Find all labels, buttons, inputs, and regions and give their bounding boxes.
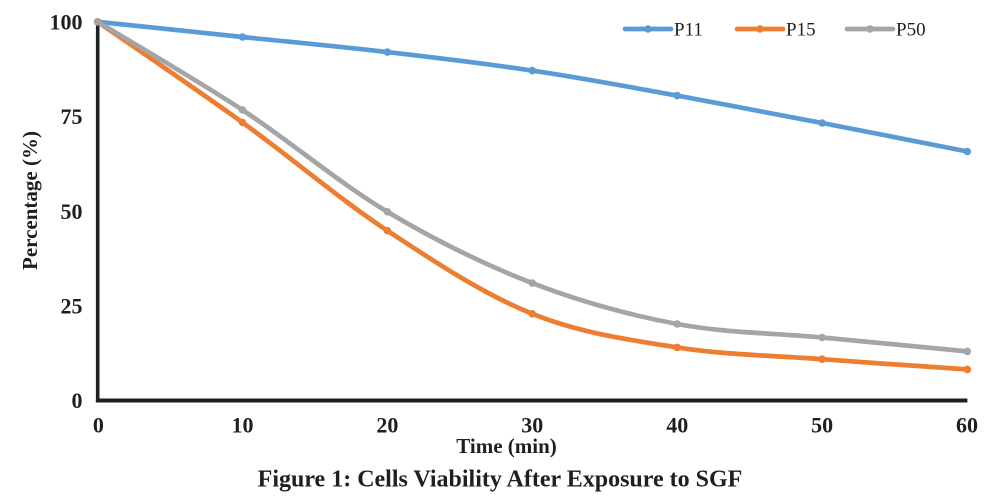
svg-text:P15: P15 — [786, 20, 816, 41]
svg-text:Percentage (%): Percentage (%) — [18, 131, 42, 270]
svg-text:0: 0 — [72, 388, 83, 413]
svg-text:60: 60 — [956, 413, 978, 438]
svg-text:P11: P11 — [674, 20, 703, 41]
svg-text:25: 25 — [61, 294, 83, 319]
svg-text:10: 10 — [232, 413, 254, 438]
svg-text:0: 0 — [93, 413, 104, 438]
svg-text:Time (min): Time (min) — [456, 434, 557, 458]
svg-text:50: 50 — [61, 199, 83, 224]
svg-text:Figure 1: Cells Viability Afte: Figure 1: Cells Viability After Exposure… — [258, 467, 743, 493]
svg-text:P50: P50 — [896, 20, 926, 41]
svg-text:75: 75 — [61, 104, 83, 129]
svg-text:40: 40 — [666, 413, 688, 438]
svg-text:30: 30 — [521, 413, 543, 438]
svg-text:20: 20 — [376, 413, 398, 438]
svg-text:100: 100 — [50, 9, 83, 34]
svg-text:50: 50 — [811, 413, 833, 438]
